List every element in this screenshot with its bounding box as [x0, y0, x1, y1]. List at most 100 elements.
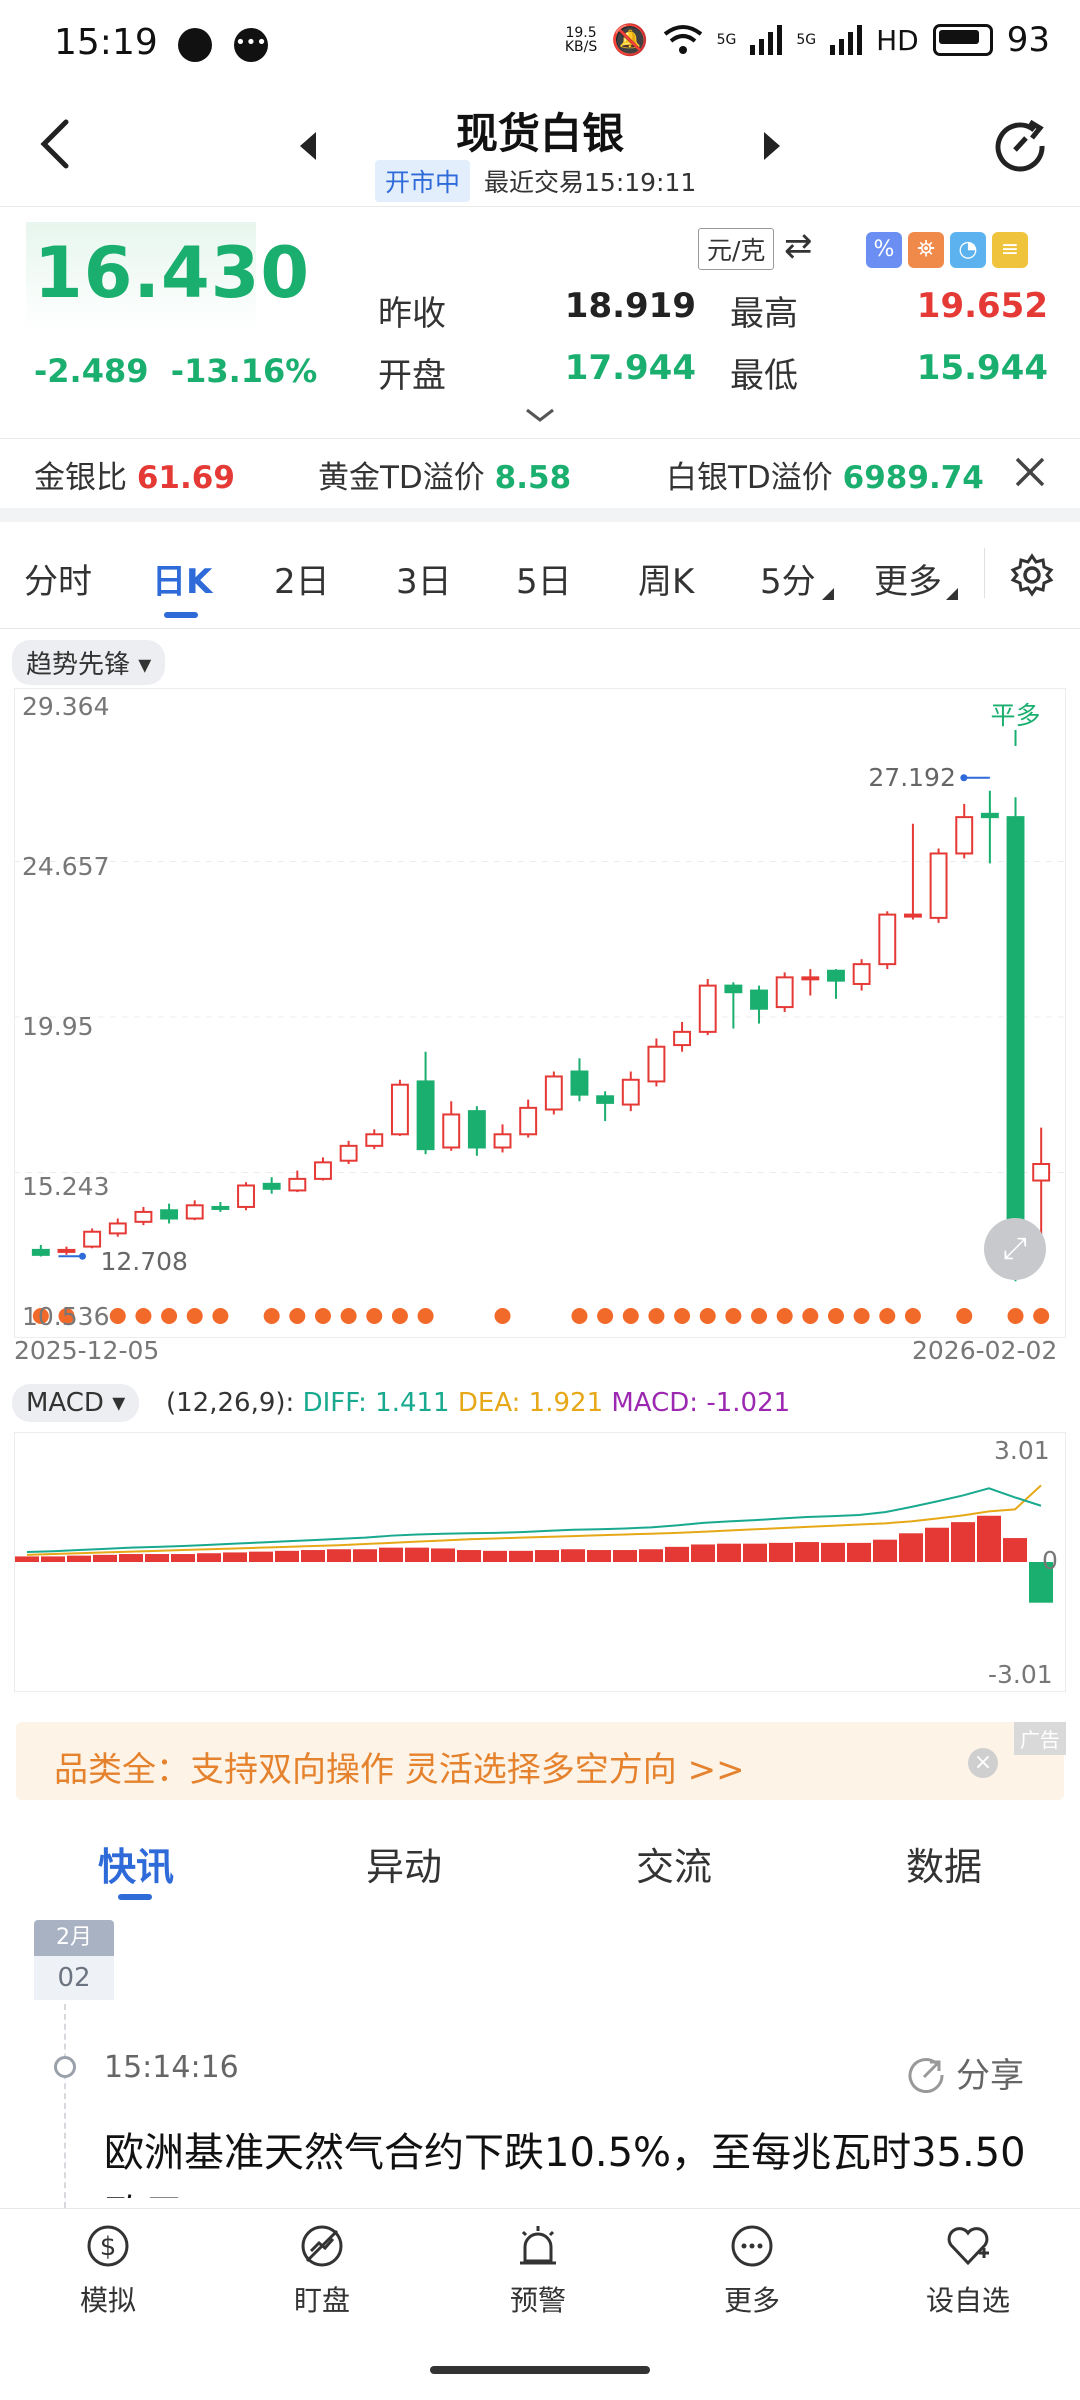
active-tab-underline: [164, 612, 198, 618]
macd-bar: [1029, 1562, 1053, 1603]
share-icon: [908, 2057, 944, 2093]
candle-body: [442, 1113, 461, 1149]
refresh-icon[interactable]: [990, 116, 1048, 174]
macd-bar: [249, 1551, 273, 1562]
expand-chevron-icon[interactable]: [525, 406, 555, 424]
macd-bar: [67, 1555, 91, 1562]
candle-body: [134, 1210, 153, 1223]
tab-daily-k[interactable]: 日K: [152, 562, 213, 602]
price-change: -2.489 -13.16%: [34, 352, 317, 390]
macd-bar: [717, 1543, 741, 1562]
timeline-line: [64, 2004, 66, 2208]
signal-dot: [776, 1308, 793, 1324]
macd-bar: [197, 1553, 221, 1562]
nav-alert-label: 预警: [509, 2284, 566, 2317]
macd-diff: DIFF: 1.411: [302, 1388, 450, 1418]
gold-td-premium: 黄金TD溢价 8.58: [318, 452, 571, 497]
gold-td-label: 黄金TD溢价: [318, 460, 485, 496]
macd-bar: [847, 1542, 871, 1562]
nav-alert[interactable]: 预警: [468, 2223, 608, 2319]
candle-body: [416, 1080, 435, 1151]
candle-body: [493, 1133, 512, 1149]
signal-dot: [571, 1308, 588, 1324]
macd-bar: [743, 1543, 767, 1562]
tab-flash-news[interactable]: 快讯: [98, 1845, 175, 1889]
macd-chart[interactable]: [14, 1432, 1066, 1692]
macd-bar: [691, 1544, 715, 1562]
net-speed-value: 19.5: [565, 25, 597, 41]
fullscreen-expand-icon[interactable]: ⤢: [984, 1218, 1046, 1280]
unit-selector[interactable]: 元/克: [698, 228, 775, 270]
y-tick-4: 10.536: [22, 1302, 110, 1331]
nav-add-watchlist[interactable]: 设自选: [898, 2223, 1038, 2319]
tab-2day[interactable]: 2日: [274, 562, 330, 602]
news-headline[interactable]: 欧洲基准天然气合约下跌10.5%，至每兆瓦时35.50欧元: [104, 2130, 1026, 2198]
nav-simulate-label: 模拟: [79, 2284, 136, 2317]
signal-label: 平多: [991, 701, 1041, 730]
x-end-label: 2026-02-02: [912, 1336, 1058, 1365]
tab-weekly-k[interactable]: 周K: [638, 562, 695, 602]
percent-tool-icon[interactable]: %: [866, 232, 902, 268]
lighthouse-tool-icon[interactable]: ⛯: [908, 232, 944, 268]
gold-silver-ratio: 金银比 61.69: [34, 452, 235, 497]
y-tick-2: 19.95: [22, 1012, 94, 1041]
tab-anomaly[interactable]: 异动: [366, 1845, 443, 1889]
tab-3day[interactable]: 3日: [396, 562, 452, 602]
prev-close-value: 18.919: [564, 286, 696, 326]
status-time: 15:19: [54, 22, 158, 63]
pie-tool-icon[interactable]: ◔: [950, 232, 986, 268]
candle-body: [980, 812, 999, 819]
candle-body: [519, 1106, 538, 1136]
macd-bar: [561, 1549, 585, 1562]
wifi-icon: [663, 25, 702, 54]
tab-intraday[interactable]: 分时: [24, 562, 92, 602]
signal-dot: [1033, 1308, 1050, 1324]
macd-bar: [301, 1550, 325, 1562]
ad-banner[interactable]: [16, 1722, 1064, 1800]
macd-bar: [1003, 1538, 1027, 1562]
macd-y-top: 3.01: [994, 1436, 1050, 1465]
tab-more[interactable]: 更多: [874, 562, 942, 602]
tab-discussion[interactable]: 交流: [636, 1845, 713, 1889]
share-button[interactable]: 分享: [906, 2048, 1024, 2097]
candle-body: [698, 984, 717, 1033]
tab-5min[interactable]: 5分: [760, 562, 816, 602]
swap-icon[interactable]: ⇄: [784, 226, 813, 266]
x-start-label: 2025-12-05: [14, 1336, 160, 1365]
nav-watch[interactable]: 盯盘: [252, 2223, 392, 2319]
candle-body: [57, 1248, 76, 1253]
home-indicator[interactable]: [430, 2366, 650, 2374]
macd-bar: [587, 1550, 611, 1562]
candlestick-chart[interactable]: 27.192 12.708 平多: [14, 688, 1066, 1338]
signal-dot: [135, 1308, 152, 1324]
tab-5day[interactable]: 5日: [516, 562, 572, 602]
candle-body: [724, 984, 743, 994]
candle-body: [262, 1182, 281, 1190]
signal-dot: [853, 1308, 870, 1324]
signal-dot: [32, 1308, 49, 1324]
close-icon[interactable]: [1014, 456, 1046, 488]
ad-close-icon[interactable]: ×: [968, 1748, 998, 1778]
nav-more[interactable]: 更多: [682, 2223, 822, 2319]
macd-params: (12,26,9):: [166, 1388, 295, 1418]
back-arrow-icon[interactable]: [36, 118, 76, 170]
settings-gear-icon[interactable]: [1010, 553, 1054, 597]
candle-body: [1006, 816, 1025, 1232]
nav-simulate[interactable]: $ 模拟: [38, 2223, 178, 2319]
signal-dot: [904, 1308, 921, 1324]
mute-icon: 🔕: [611, 22, 649, 58]
signal-dot: [699, 1308, 716, 1324]
next-item-arrow-icon[interactable]: [764, 132, 780, 160]
candle-body: [108, 1222, 127, 1235]
macd-selector[interactable]: MACD ▾: [12, 1384, 140, 1422]
signal-icon-2: [830, 25, 863, 55]
tab-data[interactable]: 数据: [906, 1845, 983, 1889]
note-tool-icon[interactable]: ≡: [992, 232, 1028, 268]
prev-item-arrow-icon[interactable]: [300, 132, 316, 160]
macd-bar: [613, 1550, 637, 1562]
ad-text[interactable]: 品类全：支持双向操作 灵活选择多空方向 >>: [54, 1750, 745, 1790]
diff-line: [26, 1487, 1042, 1554]
indicator-chip[interactable]: 趋势先锋 ▾: [12, 640, 166, 685]
low-value: 15.944: [916, 348, 1048, 388]
signal-icon: [750, 25, 783, 55]
